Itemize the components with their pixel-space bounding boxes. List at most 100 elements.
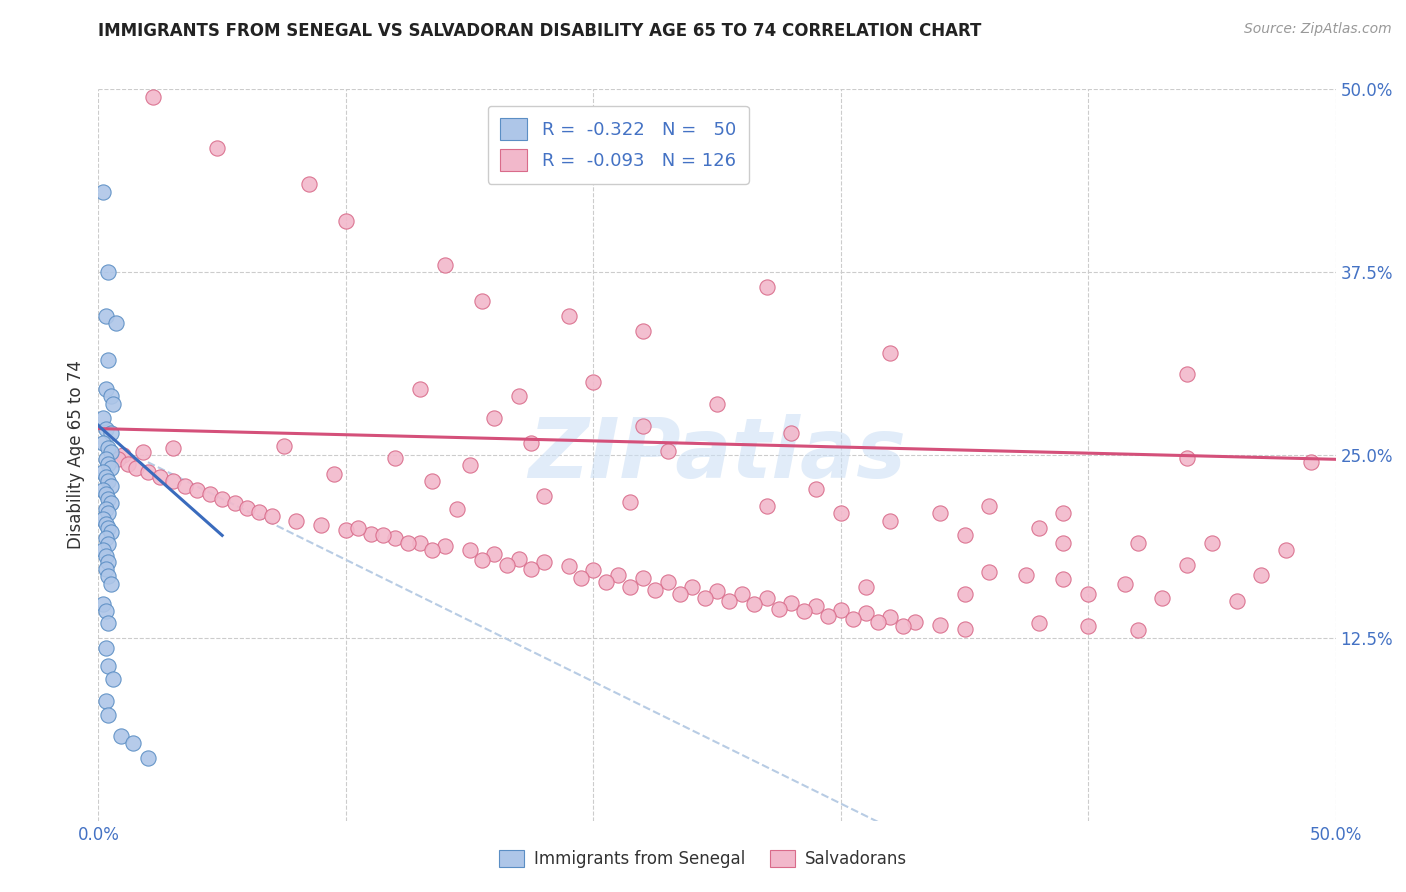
Point: [94, 470, 117, 484]
Point: [742, 597, 765, 611]
Point: [1275, 543, 1298, 558]
Point: [97, 352, 120, 367]
Point: [1175, 558, 1198, 572]
Point: [595, 575, 617, 590]
Point: [371, 528, 394, 542]
Point: [94, 562, 117, 576]
Point: [396, 535, 419, 549]
Point: [953, 587, 976, 601]
Point: [335, 214, 357, 228]
Point: [657, 575, 679, 590]
Point: [110, 729, 132, 743]
Point: [508, 551, 530, 566]
Point: [94, 421, 117, 435]
Point: [817, 608, 839, 623]
Point: [422, 475, 444, 489]
Legend: R =  -0.322   N =   50, R =  -0.093   N = 126: R = -0.322 N = 50, R = -0.093 N = 126: [488, 105, 748, 184]
Point: [1299, 455, 1322, 469]
Point: [384, 450, 406, 465]
Point: [446, 502, 468, 516]
Point: [100, 461, 122, 475]
Point: [97, 521, 120, 535]
Point: [309, 518, 332, 533]
Point: [755, 279, 778, 293]
Point: [100, 389, 122, 403]
Point: [508, 389, 530, 403]
Point: [409, 535, 432, 549]
Point: [793, 604, 815, 618]
Point: [162, 475, 184, 489]
Point: [855, 606, 877, 620]
Point: [260, 509, 283, 524]
Point: [495, 558, 517, 572]
Point: [433, 258, 456, 272]
Point: [97, 569, 120, 583]
Point: [1175, 450, 1198, 465]
Point: [124, 461, 146, 475]
Point: [879, 514, 901, 528]
Point: [422, 543, 444, 558]
Point: [224, 496, 246, 510]
Point: [273, 439, 295, 453]
Point: [804, 599, 827, 613]
Point: [484, 548, 506, 562]
Point: [891, 619, 914, 633]
Point: [100, 576, 122, 591]
Point: [557, 559, 579, 574]
Point: [619, 580, 641, 594]
Point: [953, 622, 976, 636]
Point: [94, 309, 117, 323]
Point: [731, 587, 754, 601]
Point: [953, 528, 976, 542]
Point: [804, 482, 827, 496]
Point: [928, 507, 950, 521]
Point: [458, 458, 481, 472]
Point: [1077, 619, 1099, 633]
Point: [1126, 624, 1149, 638]
Point: [186, 483, 208, 497]
Point: [198, 487, 221, 501]
Point: [100, 478, 122, 492]
Text: Source: ZipAtlas.com: Source: ZipAtlas.com: [1244, 22, 1392, 37]
Point: [928, 617, 950, 632]
Point: [780, 596, 803, 610]
Point: [94, 382, 117, 396]
Point: [755, 499, 778, 513]
Point: [104, 316, 127, 330]
Point: [533, 555, 555, 569]
Point: [97, 708, 120, 723]
Point: [100, 525, 122, 540]
Point: [1077, 587, 1099, 601]
Point: [97, 616, 120, 631]
Point: [93, 483, 115, 497]
Point: [533, 489, 555, 503]
Point: [100, 425, 122, 440]
Point: [93, 543, 115, 558]
Point: [93, 466, 115, 480]
Point: [1028, 521, 1050, 535]
Point: [298, 178, 321, 192]
Point: [631, 418, 654, 433]
Point: [979, 499, 1001, 513]
Point: [1175, 368, 1198, 382]
Point: [97, 441, 120, 455]
Point: [681, 580, 703, 594]
Point: [718, 594, 741, 608]
Point: [1015, 567, 1038, 582]
Point: [830, 507, 852, 521]
Point: [631, 571, 654, 585]
Point: [433, 539, 456, 553]
Point: [205, 141, 228, 155]
Point: [1226, 594, 1249, 608]
Point: [94, 640, 117, 655]
Point: [855, 580, 877, 594]
Point: [780, 425, 803, 440]
Point: [879, 610, 901, 624]
Point: [94, 694, 117, 708]
Point: [557, 309, 579, 323]
Point: [97, 507, 120, 521]
Point: [97, 457, 120, 471]
Point: [360, 527, 382, 541]
Point: [236, 500, 259, 515]
Point: [471, 294, 494, 309]
